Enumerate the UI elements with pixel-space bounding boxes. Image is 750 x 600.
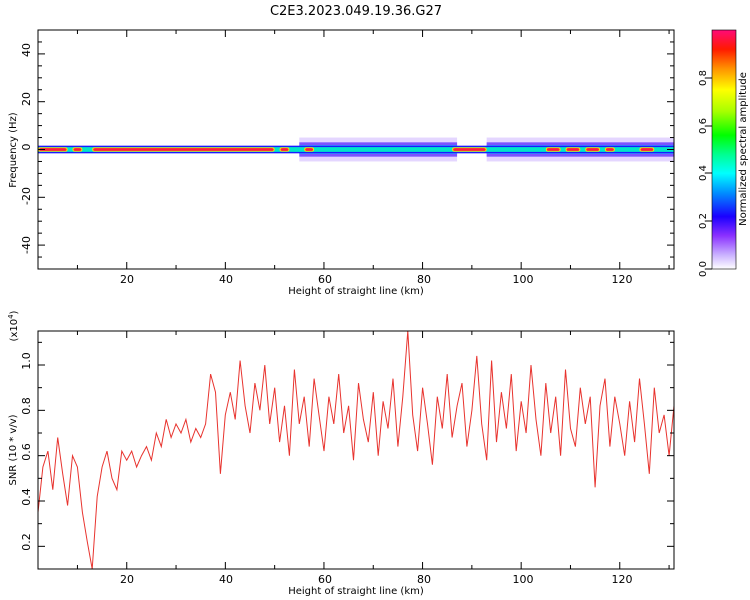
snr-ytick-1.0: 1.0 <box>20 352 33 370</box>
snr-multiplier: (x104) <box>7 310 20 341</box>
spectrogram-ytick-40: 40 <box>20 43 33 57</box>
spectrogram-ylabel: Frequency (Hz) <box>8 112 19 188</box>
colorbar-gradient <box>711 29 737 270</box>
snr-xtick-20: 20 <box>120 573 134 586</box>
spectrogram-xlabel: Height of straight line (km) <box>288 286 424 297</box>
snr-ytick-0.4: 0.4 <box>20 488 33 506</box>
ridge-red-3 <box>280 148 289 151</box>
spectrogram-panel: 20 40 60 80 100 120 -40 -20 0 20 40 Heig… <box>8 29 675 297</box>
colorbar-tick-3: 0.6 <box>698 118 709 134</box>
colorbar-tick-4: 0.8 <box>698 70 709 86</box>
ridge-red-0 <box>39 148 67 151</box>
ridge-red-1 <box>73 148 82 151</box>
snr-xtick-120: 120 <box>612 573 633 586</box>
snr-ylabel: SNR (10 * v/v) <box>8 414 19 485</box>
spectrogram-xtick-60: 60 <box>318 273 332 286</box>
snr-xtick-80: 80 <box>417 573 431 586</box>
ridge-mid <box>38 147 674 152</box>
snr-xtick-100: 100 <box>513 573 534 586</box>
chart-title: C2E3.2023.049.19.36.G27 <box>270 4 442 19</box>
ridge-red-5 <box>453 148 486 151</box>
colorbar: 0.0 0.2 0.4 0.6 0.8 Normalized spectral … <box>698 29 749 277</box>
spectrogram-ytick-0: 0 <box>20 144 33 151</box>
snr-xtick-60: 60 <box>318 573 332 586</box>
colorbar-tick-0: 0.0 <box>698 261 709 277</box>
snr-ytick-0.2: 0.2 <box>20 533 33 551</box>
spectrogram-ytick-20: 20 <box>20 92 33 106</box>
snr-ytick-0.8: 0.8 <box>20 397 33 415</box>
ridge-red-9 <box>605 148 614 151</box>
snr-frame <box>37 330 675 570</box>
snr-panel: 20 40 60 80 100 120 0.2 0.4 0.6 0.8 1.0 … <box>7 310 675 597</box>
spectrogram-xtick-120: 120 <box>612 273 633 286</box>
spectrogram-ytick-neg40: -40 <box>20 236 33 254</box>
ridge-red-6 <box>546 148 560 151</box>
snr-xlabel: Height of straight line (km) <box>288 586 424 597</box>
ridge-red-2 <box>93 148 274 151</box>
spectrogram-xtick-100: 100 <box>513 273 534 286</box>
ridge-red-8 <box>586 148 600 151</box>
spectrogram-ytick-neg20: -20 <box>20 187 33 205</box>
spectrogram-xtick-40: 40 <box>219 273 233 286</box>
snr-ytick-0.6: 0.6 <box>20 443 33 461</box>
spectrogram-xtick-20: 20 <box>120 273 134 286</box>
spectrogram-xtick-80: 80 <box>417 273 431 286</box>
ridge-red-10 <box>640 148 654 151</box>
ridge-red-7 <box>566 148 580 151</box>
colorbar-tick-2: 0.4 <box>698 165 709 181</box>
ridge-red-4 <box>305 148 314 151</box>
colorbar-label: Normalized spectral amplitude <box>738 72 749 226</box>
snr-xtick-40: 40 <box>219 573 233 586</box>
colorbar-tick-1: 0.2 <box>698 213 709 229</box>
snr-series-line <box>38 331 674 569</box>
spectrogram-ridge <box>38 137 674 162</box>
